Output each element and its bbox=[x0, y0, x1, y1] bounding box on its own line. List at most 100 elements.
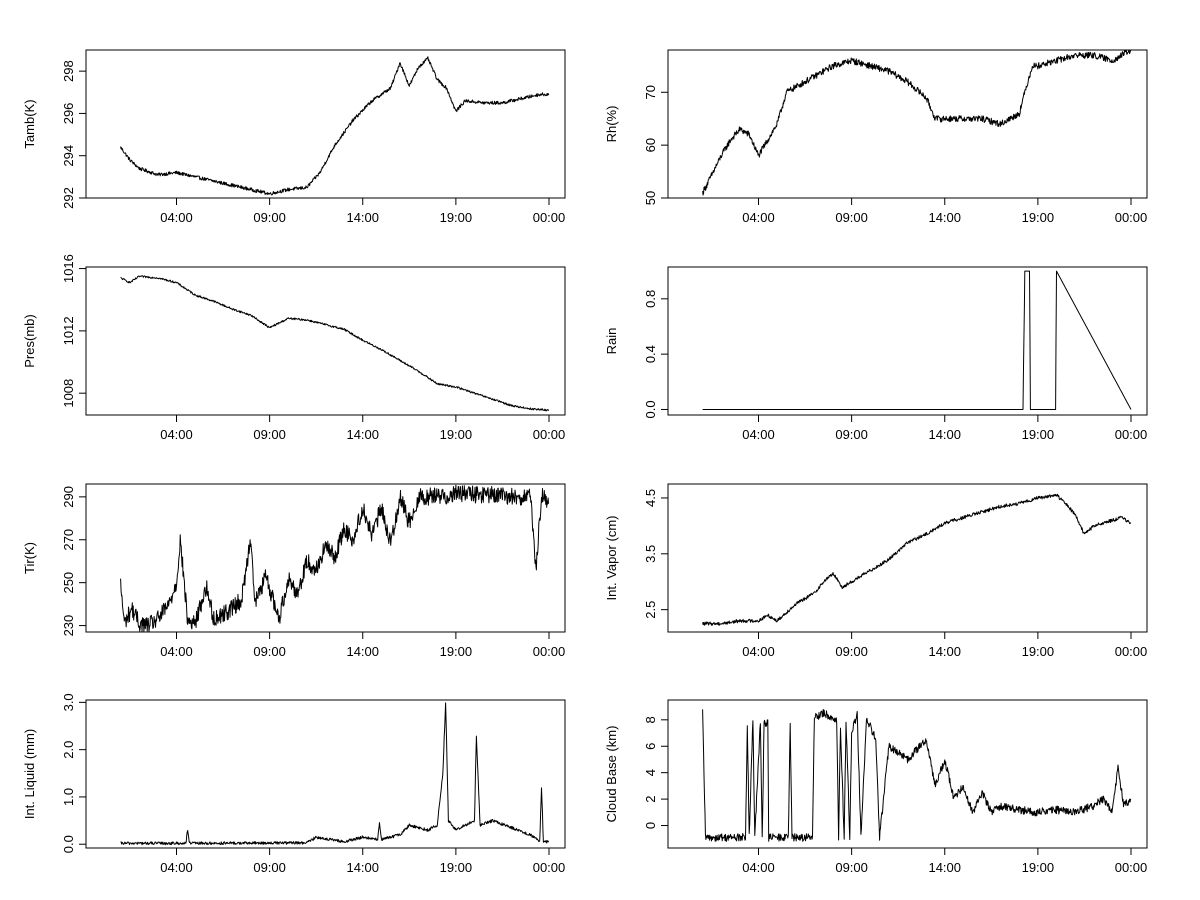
y-tick-label: 70 bbox=[643, 85, 658, 99]
x-tick-label: 14:00 bbox=[346, 644, 379, 659]
y-axis-label: Tamb(K) bbox=[22, 99, 37, 148]
x-tick-label: 09:00 bbox=[253, 644, 286, 659]
series-line bbox=[702, 493, 1132, 626]
y-tick-label: 4 bbox=[643, 769, 658, 776]
y-tick-label: 1008 bbox=[61, 379, 76, 408]
series-line bbox=[702, 49, 1132, 196]
x-tick-label: 19:00 bbox=[440, 860, 473, 875]
x-tick-label: 09:00 bbox=[253, 860, 286, 875]
plot-frame bbox=[667, 483, 1148, 633]
x-tick-label: 19:00 bbox=[440, 644, 473, 659]
y-tick-label: 0.4 bbox=[643, 345, 658, 363]
series-line bbox=[120, 275, 550, 412]
x-tick-label: 00:00 bbox=[533, 210, 566, 225]
x-tick-label: 19:00 bbox=[1022, 210, 1055, 225]
y-tick-label: 292 bbox=[61, 187, 76, 209]
x-tick-label: 14:00 bbox=[928, 860, 961, 875]
plot-frame bbox=[667, 699, 1148, 849]
x-tick-label: 00:00 bbox=[1115, 427, 1148, 442]
x-tick-label: 19:00 bbox=[440, 210, 473, 225]
y-tick-label: 1012 bbox=[61, 316, 76, 345]
y-axis-label: Rain bbox=[604, 328, 619, 355]
y-tick-label: 1.0 bbox=[61, 788, 76, 806]
y-tick-label: 0.0 bbox=[61, 835, 76, 853]
y-tick-label: 0 bbox=[643, 822, 658, 829]
y-tick-label: 3.5 bbox=[643, 545, 658, 563]
y-tick-label: 230 bbox=[61, 615, 76, 637]
panel-4: 04:00 09:00 14:00 19:00 00:00 230 250 270 290 Tir… bbox=[22, 483, 566, 659]
x-tick-label: 04:00 bbox=[742, 644, 775, 659]
x-tick-label: 14:00 bbox=[928, 427, 961, 442]
x-tick-label: 19:00 bbox=[1022, 427, 1055, 442]
y-tick-label: 2 bbox=[643, 795, 658, 802]
y-tick-label: 50 bbox=[643, 191, 658, 205]
x-tick-label: 14:00 bbox=[346, 210, 379, 225]
panel-6: 04:00 09:00 14:00 19:00 00:00 0.0 1.0 2.0 3.0 Int… bbox=[22, 693, 566, 875]
x-tick-label: 00:00 bbox=[1115, 860, 1148, 875]
x-tick-label: 00:00 bbox=[533, 427, 566, 442]
plot-frame bbox=[667, 266, 1148, 416]
plot-frame bbox=[85, 49, 566, 199]
x-tick-label: 00:00 bbox=[1115, 210, 1148, 225]
x-tick-label: 19:00 bbox=[440, 427, 473, 442]
x-tick-label: 04:00 bbox=[160, 427, 193, 442]
plot-frame bbox=[85, 483, 566, 633]
series-line bbox=[120, 56, 550, 196]
y-axis-label: Cloud Base (km) bbox=[604, 726, 619, 823]
series-line bbox=[702, 270, 1132, 410]
x-tick-label: 04:00 bbox=[742, 860, 775, 875]
y-tick-label: 296 bbox=[61, 103, 76, 125]
x-tick-label: 09:00 bbox=[835, 860, 868, 875]
panel-2: 04:00 09:00 14:00 19:00 00:00 1008 1012 1016 Pre… bbox=[22, 254, 566, 442]
x-tick-label: 00:00 bbox=[533, 644, 566, 659]
series-line bbox=[120, 484, 550, 633]
y-tick-label: 250 bbox=[61, 572, 76, 594]
panel-5: 04:00 09:00 14:00 19:00 00:00 2.5 3.5 4.5 Int. V… bbox=[604, 483, 1148, 659]
x-tick-label: 09:00 bbox=[835, 644, 868, 659]
panel-0: 04:00 09:00 14:00 19:00 00:00 292 294 296 298 Tam… bbox=[22, 49, 566, 225]
x-tick-label: 04:00 bbox=[742, 427, 775, 442]
y-axis-label: Int. Liquid (mm) bbox=[22, 729, 37, 819]
x-tick-label: 09:00 bbox=[253, 427, 286, 442]
x-tick-label: 04:00 bbox=[742, 210, 775, 225]
y-tick-label: 60 bbox=[643, 138, 658, 152]
y-axis-label: Tir(K) bbox=[22, 542, 37, 574]
y-tick-label: 298 bbox=[61, 60, 76, 82]
y-tick-label: 294 bbox=[61, 145, 76, 167]
x-tick-label: 09:00 bbox=[835, 210, 868, 225]
y-tick-label: 4.5 bbox=[643, 489, 658, 507]
plot-frame bbox=[85, 699, 566, 849]
x-tick-label: 14:00 bbox=[346, 427, 379, 442]
x-tick-label: 14:00 bbox=[346, 860, 379, 875]
x-tick-label: 09:00 bbox=[253, 210, 286, 225]
x-tick-label: 00:00 bbox=[1115, 644, 1148, 659]
x-tick-label: 19:00 bbox=[1022, 860, 1055, 875]
panel-7: 04:00 09:00 14:00 19:00 00:00 0 2 4 6 8 Cloud Base… bbox=[604, 699, 1148, 875]
x-tick-label: 14:00 bbox=[928, 644, 961, 659]
x-tick-label: 04:00 bbox=[160, 860, 193, 875]
y-tick-label: 6 bbox=[643, 743, 658, 750]
y-tick-label: 290 bbox=[61, 486, 76, 508]
x-tick-label: 09:00 bbox=[835, 427, 868, 442]
y-tick-label: 0.8 bbox=[643, 290, 658, 308]
y-tick-label: 3.0 bbox=[61, 693, 76, 711]
x-tick-label: 14:00 bbox=[928, 210, 961, 225]
y-tick-label: 270 bbox=[61, 529, 76, 551]
y-tick-label: 2.5 bbox=[643, 601, 658, 619]
y-axis-label: Int. Vapor (cm) bbox=[604, 515, 619, 600]
y-axis-label: Rh(%) bbox=[604, 106, 619, 143]
y-tick-label: 2.0 bbox=[61, 741, 76, 759]
series-line bbox=[702, 708, 1132, 842]
panel-3: 04:00 09:00 14:00 19:00 00:00 0.0 0.4 0.8 Rain bbox=[604, 266, 1148, 442]
plot-frame bbox=[85, 266, 566, 416]
y-axis-label: Pres(mb) bbox=[22, 314, 37, 367]
series-line bbox=[120, 702, 550, 846]
x-tick-label: 04:00 bbox=[160, 210, 193, 225]
x-tick-label: 00:00 bbox=[533, 860, 566, 875]
x-tick-label: 04:00 bbox=[160, 644, 193, 659]
y-tick-label: 1016 bbox=[61, 254, 76, 283]
panel-1: 04:00 09:00 14:00 19:00 00:00 50 60 70 Rh(%) bbox=[604, 49, 1148, 225]
y-tick-label: 0.0 bbox=[643, 400, 658, 418]
y-tick-label: 8 bbox=[643, 716, 658, 723]
